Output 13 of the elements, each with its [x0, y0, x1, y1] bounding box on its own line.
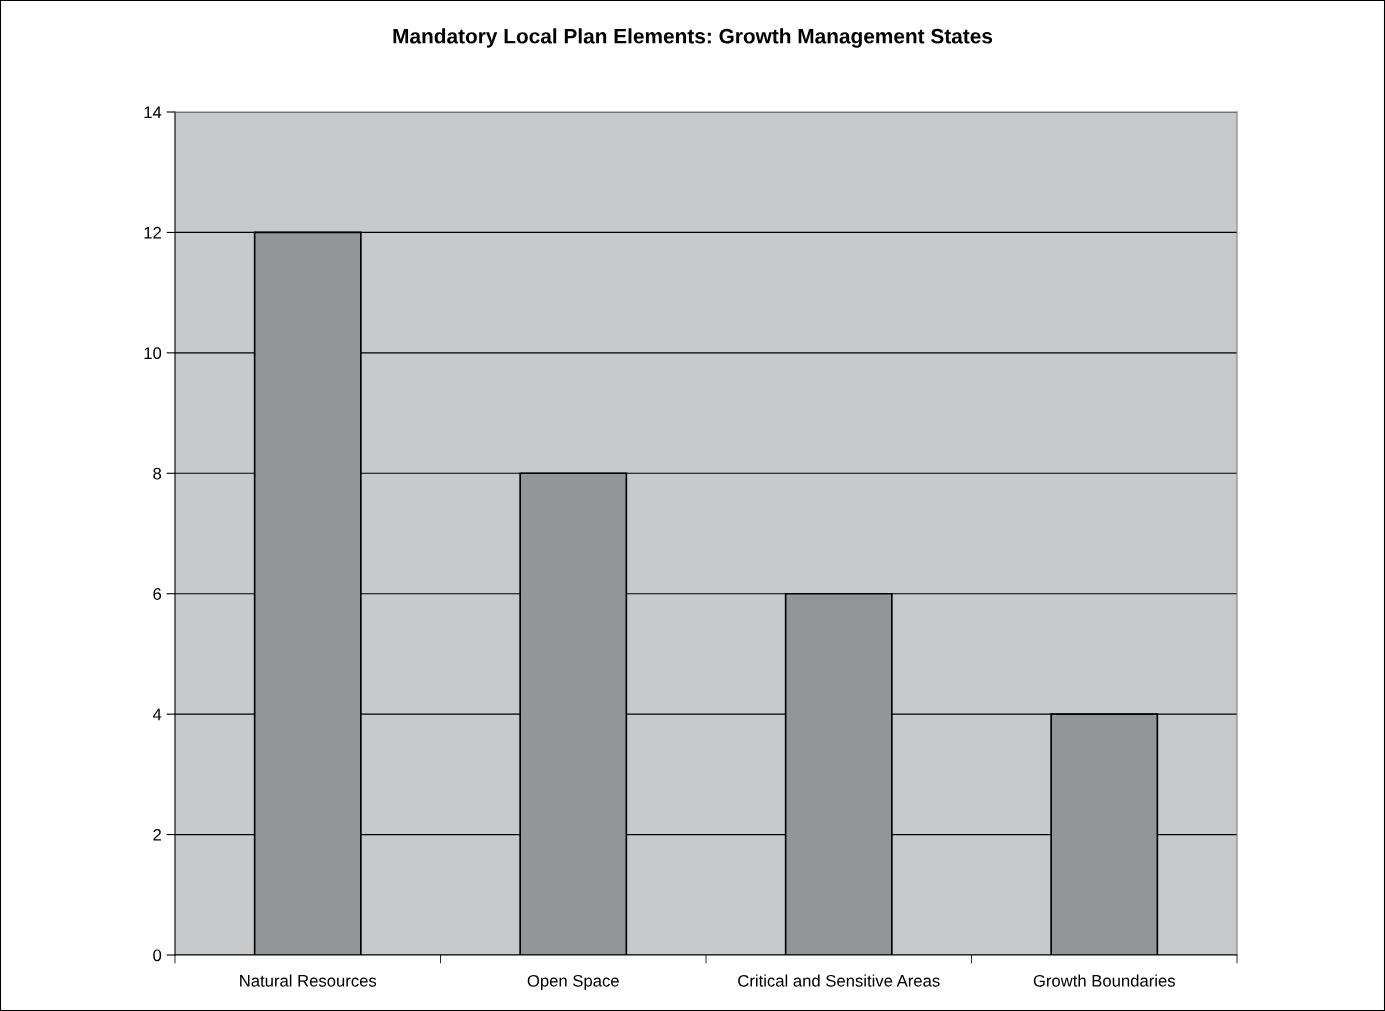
- y-tick-label: 0: [153, 949, 162, 962]
- chart-title: Mandatory Local Plan Elements: Growth Management States: [393, 28, 993, 48]
- y-tick-label: 6: [153, 588, 162, 600]
- x-tick-label: Growth Boundaries: [1033, 974, 1175, 987]
- x-tick-label: Critical and Sensitive Areas: [738, 974, 940, 987]
- y-tick-label: 10: [144, 347, 162, 360]
- x-tick-label: Natural Resources: [240, 974, 377, 987]
- y-tick-label: 8: [153, 467, 162, 480]
- y-tick-label: 12: [144, 226, 161, 239]
- y-tick-label: 4: [152, 708, 162, 721]
- y-tick-label: 2: [153, 828, 161, 841]
- y-tick-label: 14: [144, 106, 162, 119]
- x-tick-label: Open Space: [527, 974, 619, 990]
